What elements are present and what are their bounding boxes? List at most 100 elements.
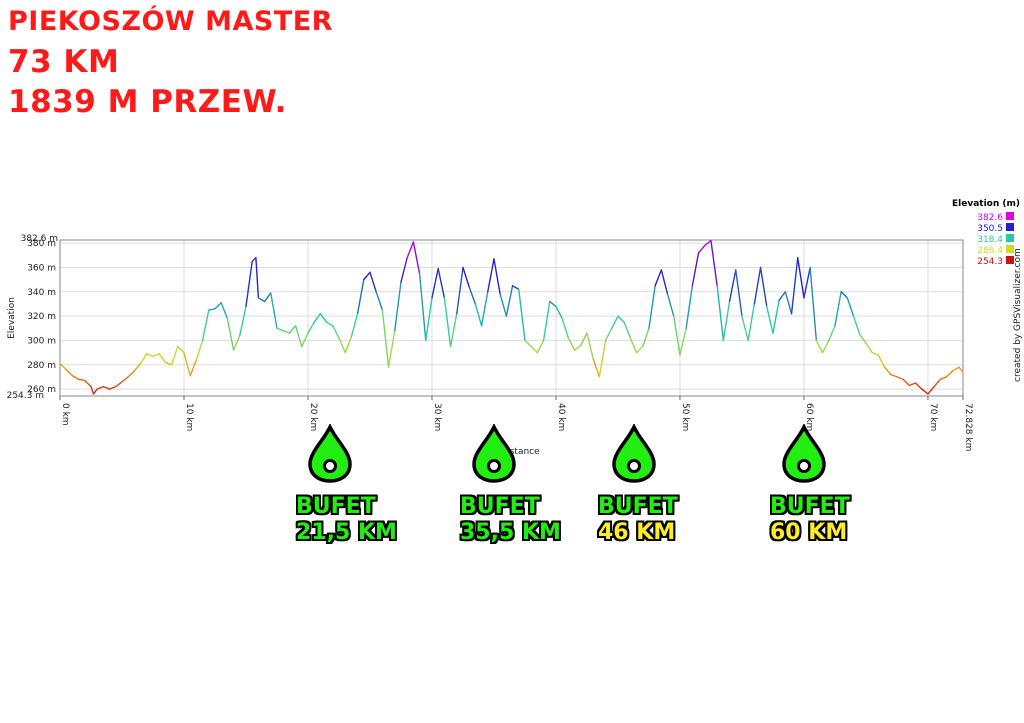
- y-min-label: 254.3 m: [7, 391, 44, 401]
- feed-station-distance: 35,5 KM: [460, 520, 561, 545]
- profile-segment: [294, 325, 303, 348]
- profile-segment: [195, 339, 204, 361]
- profile-segment: [604, 327, 613, 342]
- profile-segment: [846, 297, 855, 317]
- profile-segment: [270, 292, 278, 329]
- water-drop-icon: [610, 422, 658, 488]
- feed-station-distance: 60 KM: [770, 520, 848, 545]
- profile-segment: [220, 302, 229, 320]
- profile-segment: [71, 374, 80, 381]
- profile-segment: [232, 334, 241, 351]
- profile-segment: [598, 339, 607, 378]
- profile-segment: [573, 344, 582, 351]
- profile-segment: [139, 353, 148, 365]
- profile-segment: [654, 269, 663, 287]
- profile-segment: [772, 299, 780, 334]
- profile-segment: [425, 297, 433, 342]
- chart-credit: created by GPSVisualizer.com: [1013, 248, 1023, 382]
- profile-segment: [611, 315, 619, 329]
- profile-segment: [406, 241, 415, 259]
- plot-frame: [59, 239, 964, 397]
- profile-segment: [108, 385, 117, 390]
- profile-segment: [90, 385, 95, 395]
- profile-segment: [394, 281, 402, 332]
- profile-segment: [921, 388, 929, 395]
- x-axis-ticks: 0 km 10 km 20 km 30 km 40 km 50 km 60 km 70 km 7…: [59, 396, 973, 451]
- profile-segment: [65, 368, 74, 377]
- profile-segment: [815, 339, 824, 354]
- y-tick-label: 340 m: [27, 288, 56, 298]
- profile-segment: [883, 366, 892, 376]
- route-elevation-gain: 1839 M PRZEW.: [8, 84, 287, 120]
- y-tick-label: 380 m: [27, 239, 56, 249]
- water-drop-icon: [306, 422, 354, 488]
- x-tick-label: 0 km: [60, 403, 70, 426]
- chart-grid: [59, 240, 964, 396]
- water-drop-icon: [780, 422, 828, 488]
- profile-segment: [84, 379, 92, 388]
- profile-segment: [350, 312, 359, 338]
- profile-segment: [363, 271, 371, 281]
- profile-segment: [524, 339, 532, 348]
- profile-segment: [778, 291, 787, 302]
- profile-segment: [511, 285, 520, 291]
- legend-entry-label: 318.4: [977, 235, 1003, 245]
- feed-station-distance: 21,5 KM: [296, 520, 397, 545]
- feed-station-title: BUFET: [296, 494, 376, 519]
- profile-segment: [381, 309, 390, 368]
- elevation-profile: [59, 240, 964, 395]
- water-drop-icon: [470, 422, 518, 488]
- y-tick-label: 360 m: [27, 263, 56, 273]
- legend-swatch: [1006, 223, 1014, 231]
- profile-segment: [356, 278, 365, 315]
- elevation-chart: 0 km 10 km 20 km 30 km 40 km 50 km 60 km 70 km 7…: [7, 199, 1023, 457]
- profile-segment: [914, 382, 923, 390]
- profile-segment: [859, 333, 867, 344]
- profile-segment: [586, 332, 594, 360]
- profile-segment: [115, 381, 123, 388]
- feed-station-distance: 46 KM: [598, 520, 676, 545]
- profile-segment: [164, 361, 173, 366]
- profile-segment: [803, 266, 811, 299]
- profile-segment: [635, 345, 644, 354]
- profile-segment: [759, 266, 768, 308]
- profile-segment: [902, 378, 911, 387]
- feed-station-label: BUFET 60 KM: [770, 494, 850, 546]
- y-tick-label: 260 m: [27, 385, 56, 395]
- profile-segment: [852, 315, 861, 336]
- profile-segment: [263, 292, 272, 303]
- profile-segment: [877, 354, 886, 368]
- profile-segment: [177, 345, 185, 354]
- profile-segment: [865, 342, 873, 354]
- feed-station-title: BUFET: [460, 494, 540, 519]
- profile-segment: [102, 385, 111, 390]
- profile-segment: [338, 337, 346, 354]
- profile-segment: [766, 305, 774, 334]
- profile-segment: [623, 321, 632, 339]
- profile-segment: [431, 267, 439, 299]
- profile-segment: [307, 321, 315, 334]
- profile-segment: [456, 266, 464, 315]
- profile-segment: [530, 345, 539, 354]
- legend-swatch: [1006, 212, 1014, 220]
- profile-segment: [201, 309, 210, 342]
- profile-segment: [189, 359, 198, 377]
- profile-segment: [790, 257, 799, 315]
- profile-segment: [952, 366, 960, 372]
- profile-segment: [152, 353, 160, 357]
- profile-segment: [239, 305, 247, 337]
- profile-segment: [716, 285, 725, 342]
- y-tick-label: 280 m: [27, 361, 56, 371]
- profile-segment: [567, 337, 576, 351]
- profile-segment: [945, 370, 954, 378]
- profile-segment: [666, 293, 675, 317]
- legend-title: Elevation (m): [952, 199, 1020, 209]
- profile-segment: [369, 271, 377, 293]
- profile-segment: [387, 330, 396, 368]
- profile-segment: [834, 291, 842, 327]
- profile-segment: [77, 378, 86, 382]
- profile-segment: [146, 353, 154, 357]
- profile-segment: [282, 330, 291, 334]
- profile-segment: [536, 339, 545, 354]
- profile-segment: [704, 240, 712, 247]
